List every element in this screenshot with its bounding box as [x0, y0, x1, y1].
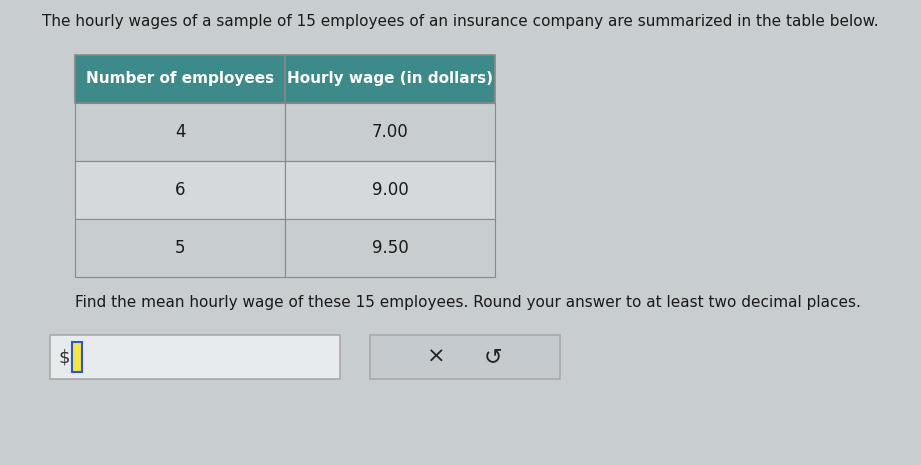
Text: The hourly wages of a sample of 15 employees of an insurance company are summari: The hourly wages of a sample of 15 emplo… [42, 14, 879, 29]
Text: Find the mean hourly wage of these 15 employees. Round your answer to at least t: Find the mean hourly wage of these 15 em… [75, 295, 861, 310]
Text: 9.00: 9.00 [372, 181, 408, 199]
Text: 7.00: 7.00 [372, 123, 408, 141]
Text: Hourly wage (in dollars): Hourly wage (in dollars) [287, 72, 493, 86]
Text: Number of employees: Number of employees [86, 72, 274, 86]
Text: ×: × [427, 347, 446, 367]
Text: ↺: ↺ [484, 347, 503, 367]
Text: 5: 5 [175, 239, 185, 257]
Text: $: $ [58, 348, 70, 366]
Text: 9.50: 9.50 [372, 239, 408, 257]
Text: 6: 6 [175, 181, 185, 199]
Text: 4: 4 [175, 123, 185, 141]
